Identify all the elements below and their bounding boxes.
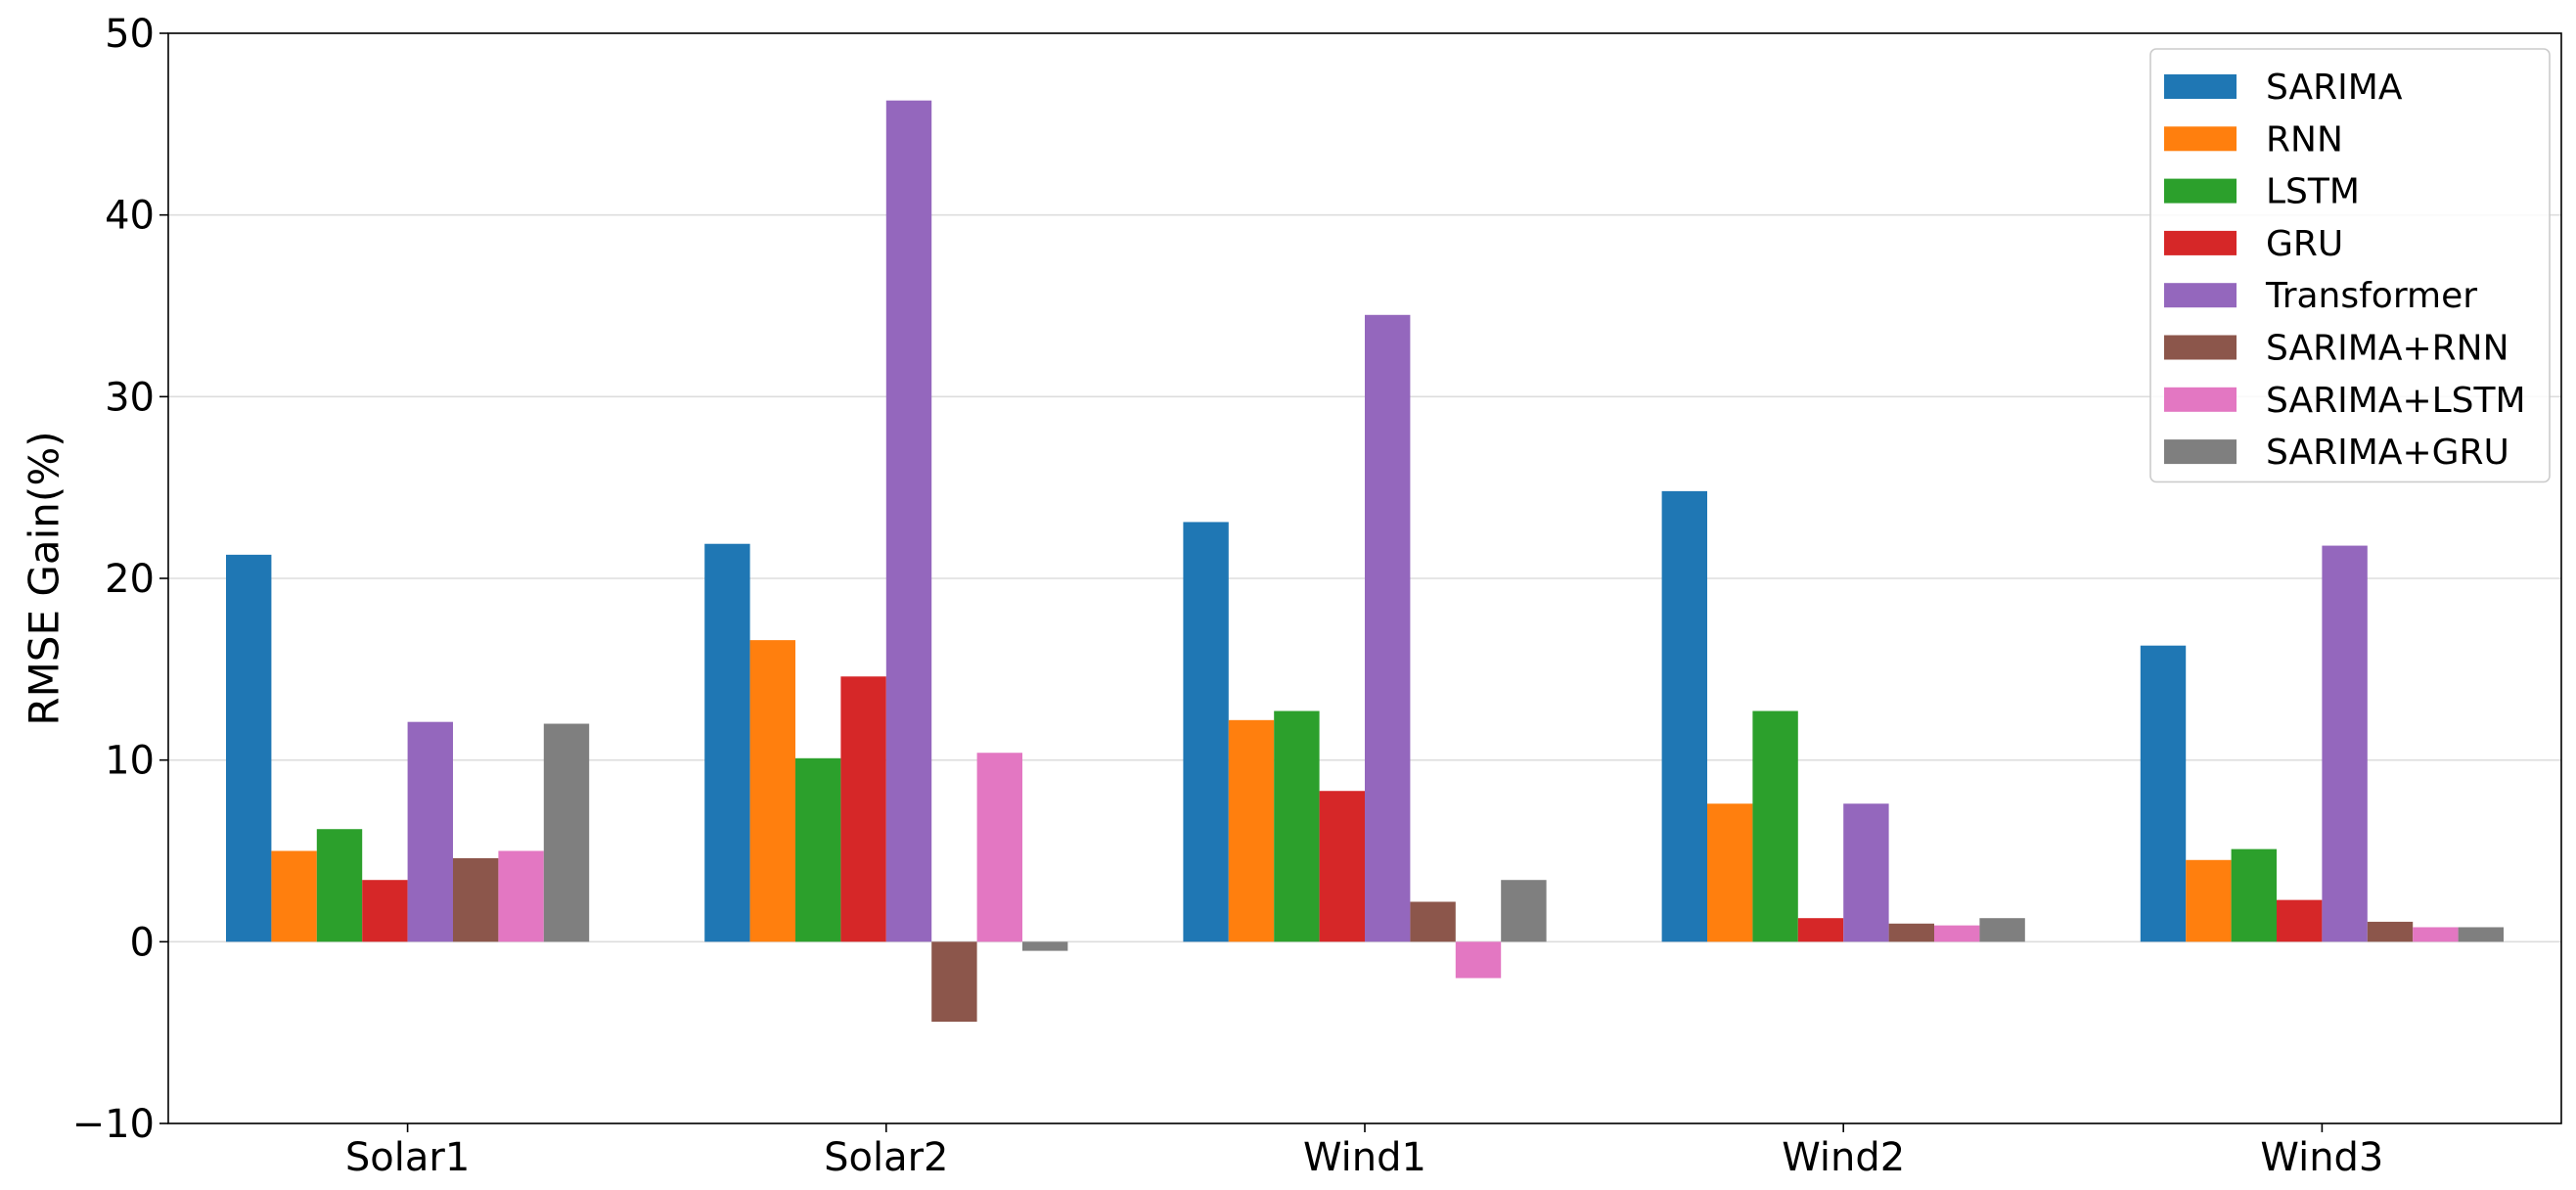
bar-wind1-lstm — [1274, 710, 1320, 942]
y-tick-label: 50 — [105, 12, 155, 57]
legend-label-sarima-gru: SARIMA+GRU — [2266, 433, 2509, 473]
legend-label-transformer: Transformer — [2265, 276, 2477, 316]
legend-swatch-rnn — [2164, 126, 2237, 152]
bar-wind2-sarima — [1661, 490, 1707, 942]
bar-solar1-sarima — [226, 554, 272, 942]
x-tick-label-wind1: Wind1 — [1303, 1135, 1426, 1180]
legend-swatch-transformer — [2164, 283, 2237, 308]
bar-wind1-sarima — [1183, 522, 1229, 942]
bar-wind1-transformer — [1365, 314, 1411, 942]
legend-label-lstm: LSTM — [2266, 172, 2360, 212]
y-tick-label: 0 — [130, 920, 155, 965]
y-tick-label: −10 — [72, 1102, 155, 1147]
bar-solar2-transformer — [885, 100, 932, 942]
legend-swatch-sarima-lstm — [2164, 387, 2237, 412]
legend-swatch-gru — [2164, 230, 2237, 255]
bar-wind1-rnn — [1228, 719, 1275, 942]
legend-swatch-sarima-rnn — [2164, 335, 2237, 360]
bar-wind2-sarima-gru — [1979, 918, 2025, 942]
bar-wind1-sarima-gru — [1501, 880, 1547, 942]
bar-wind1-sarima-lstm — [1455, 941, 1502, 979]
y-tick-label: 30 — [105, 375, 155, 420]
legend-label-rnn: RNN — [2266, 119, 2343, 160]
legend-label-sarima: SARIMA — [2266, 68, 2403, 108]
bar-solar2-sarima-lstm — [976, 753, 1022, 942]
bar-wind1-sarima-rnn — [1410, 901, 1456, 942]
bar-wind3-gru — [2277, 899, 2323, 942]
bar-wind2-rnn — [1707, 803, 1753, 942]
bars-layer — [226, 100, 2504, 1023]
bar-solar1-sarima-lstm — [498, 850, 544, 942]
bar-solar2-sarima — [704, 543, 750, 942]
bar-solar1-sarima-rnn — [453, 857, 499, 942]
bar-solar2-rnn — [749, 640, 795, 942]
bar-wind2-sarima-lstm — [1934, 925, 1980, 942]
y-tick-label: 10 — [105, 739, 155, 784]
legend-swatch-sarima-gru — [2164, 439, 2237, 465]
legend-label-sarima-rnn: SARIMA+RNN — [2266, 329, 2509, 369]
bar-wind2-gru — [1797, 918, 1844, 942]
bar-solar1-gru — [362, 880, 408, 942]
bar-wind1-gru — [1319, 791, 1365, 942]
bar-solar1-lstm — [316, 829, 363, 942]
bar-solar1-transformer — [407, 721, 453, 942]
x-tick-label-wind2: Wind2 — [1782, 1135, 1905, 1180]
bar-solar1-sarima-gru — [543, 723, 590, 942]
ticks-layer: −10 0 10 20 30 40 50 Solar1 Solar2 Wind1 Wind2 Wind… — [72, 12, 2384, 1180]
bar-wind3-transformer — [2322, 545, 2368, 942]
bar-wind3-sarima-gru — [2458, 927, 2504, 942]
bar-wind3-rnn — [2186, 859, 2232, 942]
bar-wind3-lstm — [2231, 848, 2277, 942]
legend: SARIMA RNN LSTM GRU Transformer SARIMA+RNN SAR… — [2149, 48, 2551, 483]
bar-solar1-rnn — [271, 850, 317, 942]
bar-wind2-lstm — [1752, 710, 1798, 942]
bar-solar2-sarima-gru — [1022, 941, 1068, 951]
bar-wind2-transformer — [1843, 803, 1889, 942]
bar-solar2-sarima-rnn — [931, 941, 977, 1023]
y-tick-label: 20 — [105, 557, 155, 602]
bar-wind2-sarima-rnn — [1888, 923, 1934, 942]
legend-label-gru: GRU — [2266, 224, 2343, 264]
bar-wind3-sarima-rnn — [2367, 921, 2414, 942]
x-tick-label-solar1: Solar1 — [345, 1135, 470, 1180]
x-tick-label-solar2: Solar2 — [824, 1135, 948, 1180]
y-tick-label: 40 — [105, 194, 155, 239]
x-tick-label-wind3: Wind3 — [2260, 1135, 2383, 1180]
legend-box — [2149, 48, 2551, 483]
bar-wind3-sarima — [2140, 645, 2187, 942]
legend-label-sarima-lstm: SARIMA+LSTM — [2266, 381, 2526, 421]
bar-solar2-gru — [840, 676, 886, 942]
legend-swatch-lstm — [2164, 178, 2237, 204]
y-axis-title: RMSE Gain(%) — [21, 431, 68, 725]
bar-wind3-sarima-lstm — [2413, 927, 2459, 942]
legend-swatch-sarima — [2164, 74, 2237, 99]
bar-solar2-lstm — [795, 757, 841, 942]
